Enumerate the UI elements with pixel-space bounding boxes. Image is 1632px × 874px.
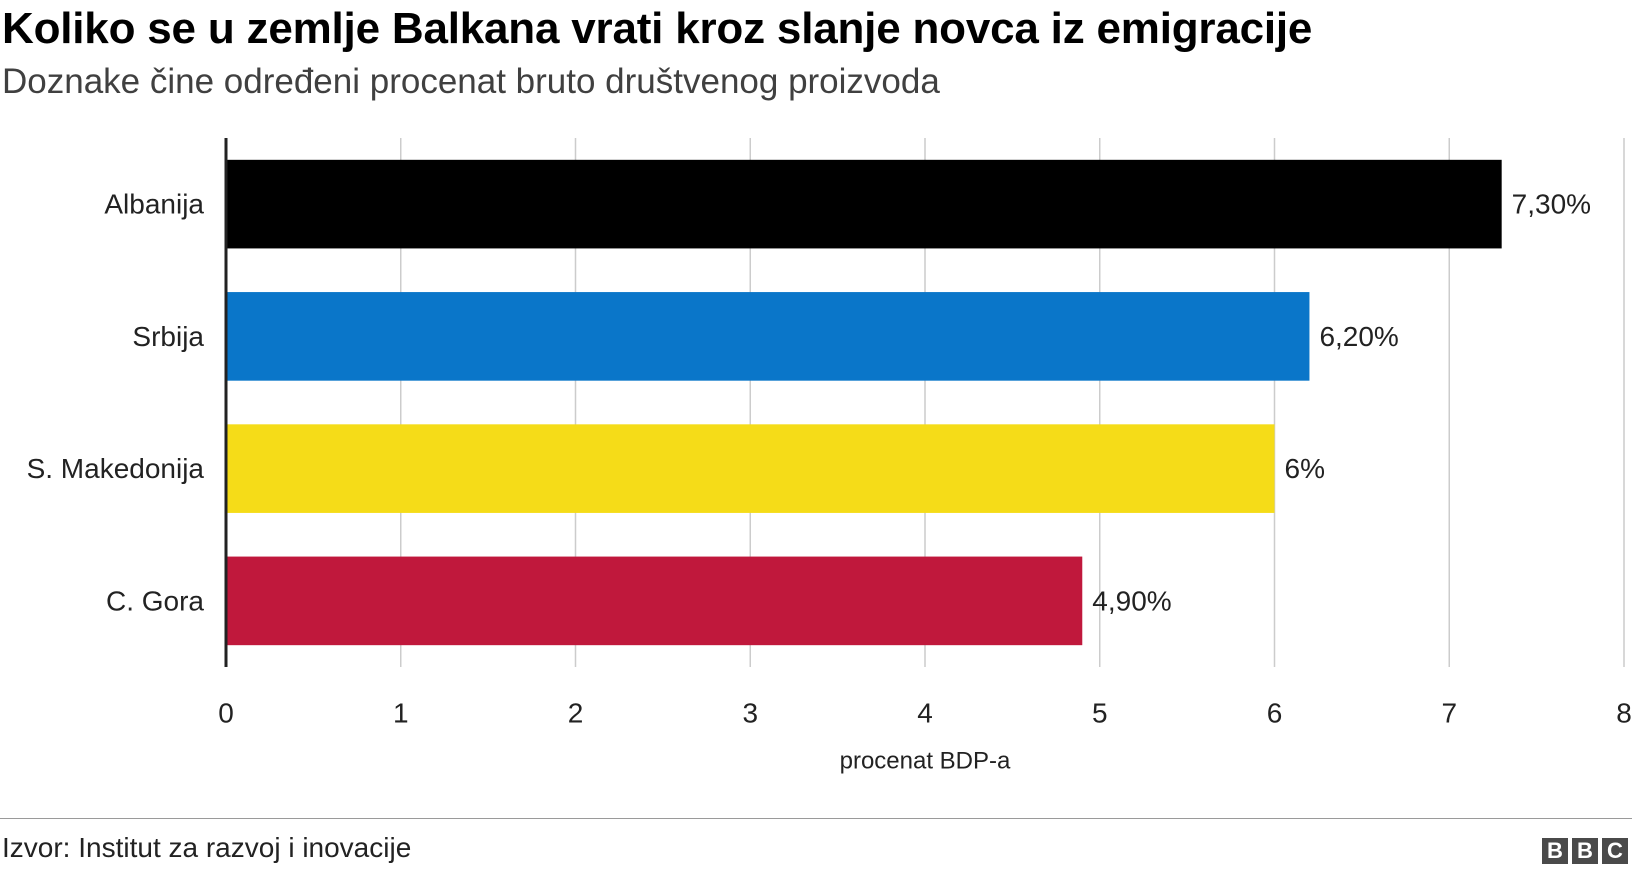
- category-label: Albanija: [104, 189, 204, 220]
- x-tick-label: 4: [917, 698, 933, 729]
- bbc-logo-letter: B: [1572, 838, 1598, 864]
- x-tick-label: 2: [568, 698, 584, 729]
- bar: [226, 159, 1502, 249]
- bbc-logo: B B C: [1542, 838, 1628, 864]
- data-label: 6,20%: [1319, 321, 1398, 352]
- chart-subtitle: Doznake čine određeni procenat bruto dru…: [2, 62, 940, 101]
- x-tick-label: 6: [1267, 698, 1283, 729]
- bar: [226, 292, 1310, 381]
- category-label: Srbija: [132, 321, 204, 352]
- x-axis-title: procenat BDP-a: [840, 748, 1011, 775]
- x-tick-label: 8: [1616, 698, 1632, 729]
- category-label: C. Gora: [106, 585, 204, 616]
- bbc-logo-letter: C: [1602, 838, 1628, 864]
- data-label: 7,30%: [1512, 189, 1591, 220]
- category-label: S. Makedonija: [27, 453, 205, 484]
- footer-divider: [0, 818, 1632, 819]
- x-tick-label: 0: [218, 698, 234, 729]
- bbc-logo-letter: B: [1542, 838, 1568, 864]
- chart-title: Koliko se u zemlje Balkana vrati kroz sl…: [2, 4, 1313, 53]
- x-tick-label: 7: [1441, 698, 1457, 729]
- data-label: 4,90%: [1092, 585, 1171, 616]
- x-tick-label: 5: [1092, 698, 1108, 729]
- data-label: 6%: [1285, 453, 1325, 484]
- bar: [226, 556, 1083, 646]
- x-tick-label: 3: [742, 698, 758, 729]
- source-note: Izvor: Institut za razvoj i inovacije: [2, 832, 412, 863]
- bar-chart: Albanija 7,30% Srbija 6,20% S. Makedonija 6% C…: [27, 138, 1632, 775]
- x-tick-label: 1: [393, 698, 409, 729]
- bar: [226, 424, 1275, 513]
